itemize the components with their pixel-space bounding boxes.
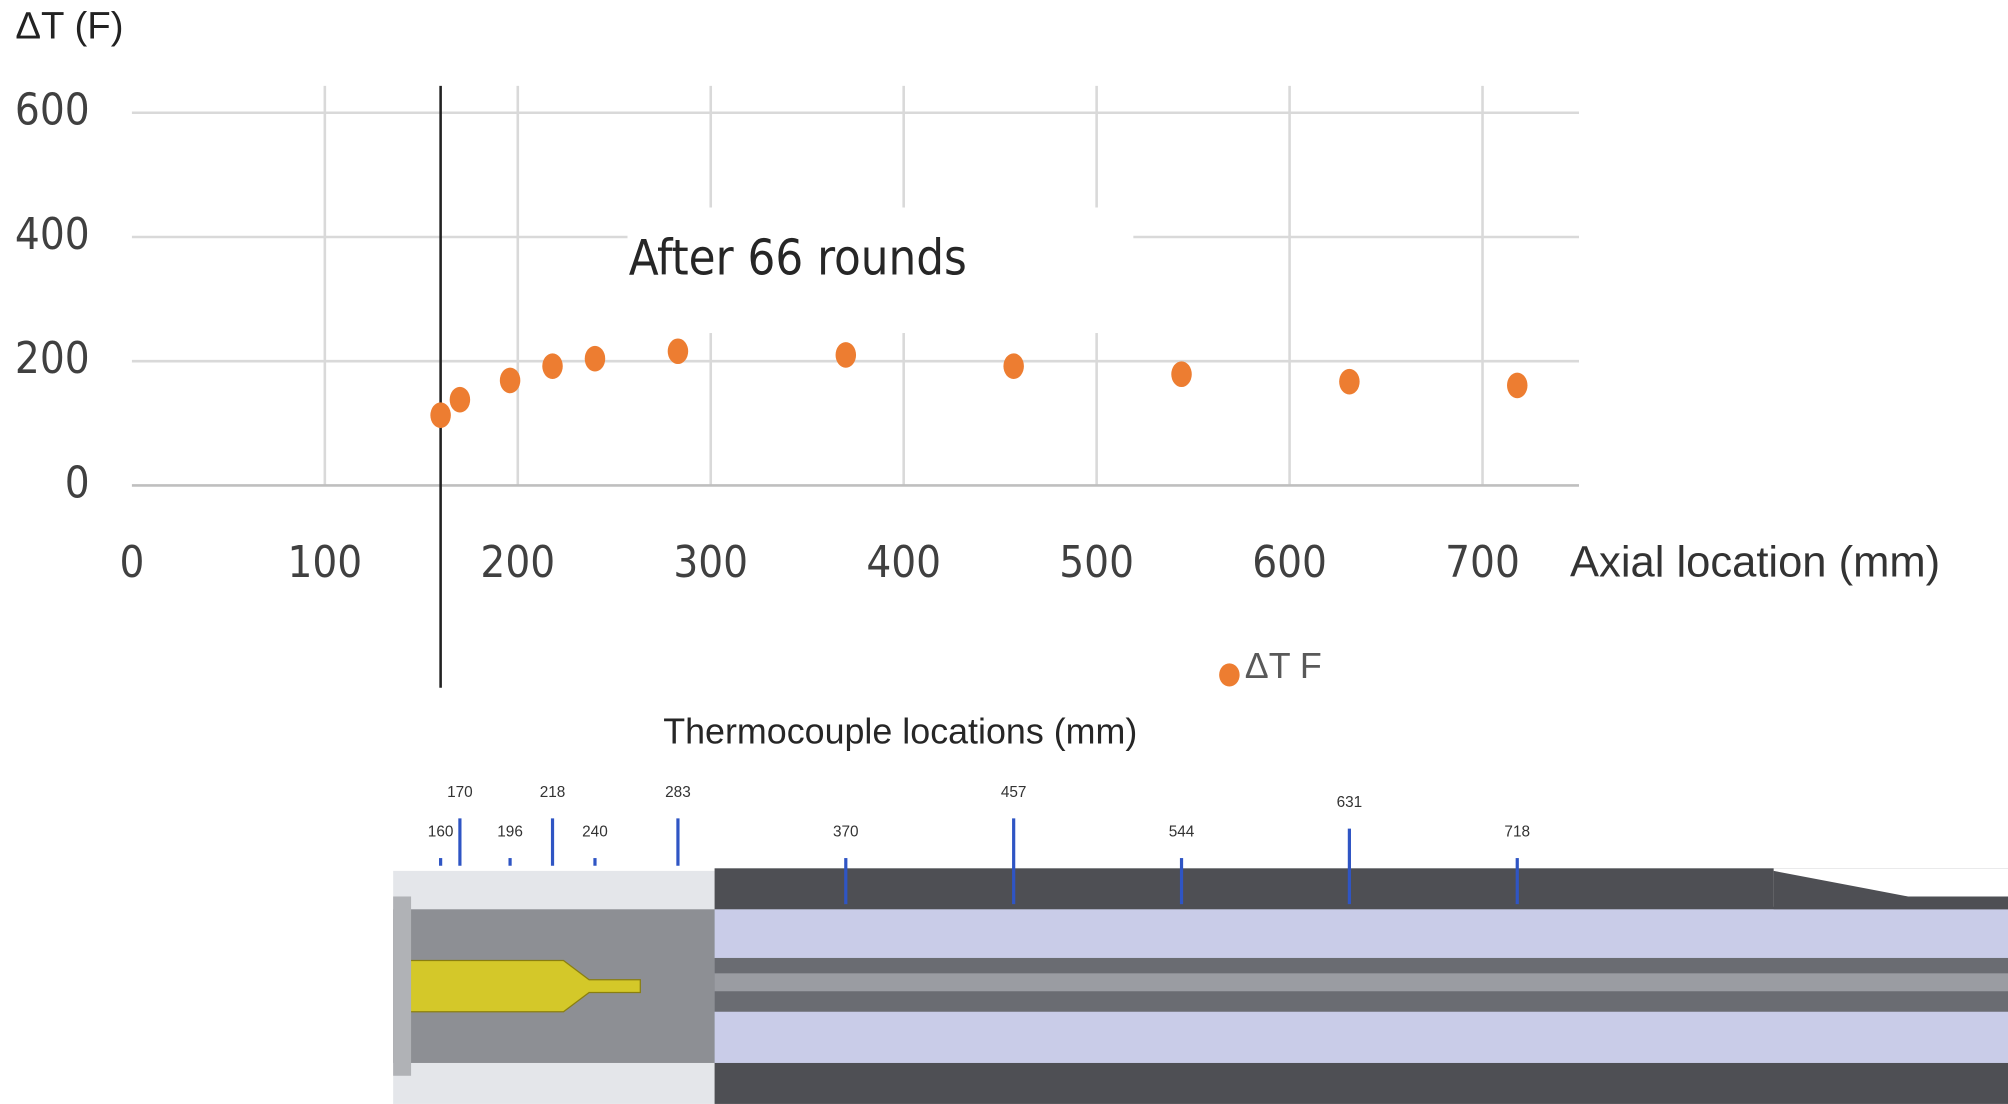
bore-highlight	[715, 973, 2008, 991]
y-axis-label: ΔT (F)	[15, 4, 123, 47]
thermocouple-label: 283	[665, 784, 691, 801]
x-tick-label: 100	[287, 538, 362, 588]
page: 0 100 200 300 400 500 600 700 0 200 400 600 After 66…	[0, 0, 2008, 1104]
point	[1171, 361, 1191, 387]
y-tick-label: 200	[15, 334, 90, 384]
x-tick-label: 700	[1445, 538, 1520, 588]
x-axis-label: Axial location (mm)	[1570, 538, 1940, 586]
diagram-title: Thermocouple locations (mm)	[663, 711, 1137, 751]
point	[430, 402, 450, 428]
x-tick-label: 600	[1252, 538, 1327, 588]
point	[1003, 353, 1023, 379]
thermocouple-label: 240	[582, 824, 608, 841]
x-tick-label: 500	[1059, 538, 1134, 588]
thermocouple-label: 718	[1504, 824, 1530, 841]
legend-label: ΔT F	[1245, 646, 1322, 686]
y-tick-label: 600	[15, 86, 90, 136]
legend-marker	[1219, 663, 1239, 686]
thermocouple-label: 631	[1337, 794, 1363, 811]
thermocouple-label: 370	[833, 824, 859, 841]
thermocouple-label: 544	[1169, 824, 1195, 841]
y-tick-label: 400	[15, 210, 90, 260]
thermocouple-label: 170	[447, 784, 473, 801]
point	[450, 387, 470, 413]
x-tick-label: 400	[866, 538, 941, 588]
point	[1507, 373, 1527, 399]
barrel-diagram	[393, 868, 2008, 1104]
thermocouple-label: 160	[428, 824, 454, 841]
annotation: After 66 rounds	[629, 230, 967, 286]
point	[836, 342, 856, 368]
y-tick-label: 0	[65, 458, 90, 508]
point	[668, 338, 688, 364]
x-tick-label: 0	[119, 538, 144, 588]
x-tick-label: 300	[673, 538, 748, 588]
point	[1339, 369, 1359, 395]
x-tick-label: 200	[480, 538, 555, 588]
thermocouple-label: 457	[1001, 784, 1027, 801]
thermocouple-label: 196	[497, 824, 523, 841]
point	[500, 368, 520, 394]
point	[542, 353, 562, 379]
breech	[393, 896, 411, 1075]
point	[585, 346, 605, 372]
thermocouple-label: 218	[540, 784, 566, 801]
